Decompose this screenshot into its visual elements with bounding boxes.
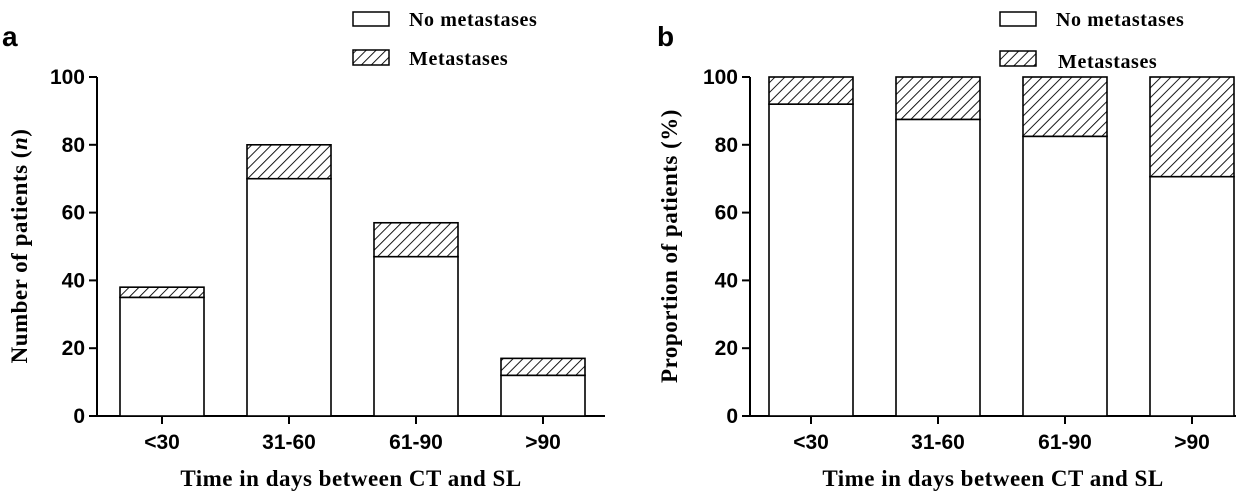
panel-a-bar-31-60-no-metastases [246, 177, 332, 417]
panel-b-bar-31-60-metastases [895, 76, 981, 121]
panel-a-y-tick-label-100: 100 [50, 66, 85, 89]
panel-a-bar-61-90-no-metastases [373, 255, 459, 417]
panel-b-x-tick-label-31-60: 31-60 [911, 431, 965, 454]
panel-a-x-ticks: <30 31-60 61-90 >90 [144, 416, 561, 454]
panel-a-y-tick-label-0: 0 [73, 405, 85, 428]
panel-b-bars [768, 76, 1235, 417]
panel-a-x-axis-title: Time in days between CT and SL [180, 466, 521, 491]
panel-a-legend-swatch-no-metastases [352, 11, 390, 27]
panel-a-y-axis-title: Number of patients (n) [7, 129, 32, 364]
panel-b-bar-lt30-no-metastases [768, 103, 854, 417]
panel-b-y-tick-label-60: 60 [715, 202, 738, 225]
panel-b-bar-31-60-no-metastases [895, 118, 981, 417]
panel-b-x-ticks: <30 31-60 61-90 >90 [793, 416, 1210, 454]
panel-a-bar-gt90-metastases [500, 357, 586, 377]
panel-a-y-tick-label-80: 80 [62, 134, 85, 157]
panel-a-y-axis-title-var: n [7, 137, 32, 150]
panel-a-y-tick-label-20: 20 [62, 337, 85, 360]
panel-a-legend: No metastases Metastases [352, 9, 537, 70]
panel-a-x-tick-label-61-90: 61-90 [389, 431, 443, 454]
chart-panel-b: b No metastases Metastases 020406080100 … [657, 9, 1236, 491]
panel-b-y-ticks: 0 20 40 60 80 100 [703, 66, 750, 428]
panel-a-bars [119, 144, 586, 417]
panel-a-legend-label-no-metastases: No metastases [409, 9, 537, 31]
panel-b-x-tick-label-lt30: <30 [793, 431, 829, 454]
panel-b-y-tick-label-0: 0 [726, 405, 738, 428]
panel-a-y-axis-title-prefix: Number of patients ( [7, 150, 32, 363]
panel-b-y-tick-label-80: 80 [715, 134, 738, 157]
panel-b-x-tick-label-gt90: >90 [1174, 431, 1210, 454]
panel-a-y-ticks: 0 20 40 60 80 100 [50, 66, 97, 428]
panel-b-legend-label-metastases: Metastases [1058, 51, 1157, 73]
panel-b-x-axis-title: Time in days between CT and SL [822, 466, 1163, 491]
panel-a-bar-lt30-metastases [119, 286, 205, 299]
panel-a-x-tick-label-gt90: >90 [525, 431, 561, 454]
panel-a-x-tick-label-lt30: <30 [144, 431, 180, 454]
panel-b-y-tick-label-20: 20 [715, 337, 738, 360]
panel-b-legend-label-no-metastases: No metastases [1056, 9, 1184, 31]
panel-a-legend-label-metastases: Metastases [409, 48, 508, 70]
panel-b-y-tick-label-100: 100 [703, 66, 738, 89]
panel-b-x-tick-label-61-90: 61-90 [1038, 431, 1092, 454]
panel-b-y-axis-title-prefix: Proportion of patients (%) [657, 109, 682, 383]
panel-b-bar-61-90-metastases [1022, 76, 1108, 138]
panel-a-bar-lt30-no-metastases [119, 296, 205, 417]
panel-a-bar-61-90-metastases [373, 221, 459, 258]
panel-b-legend-swatch-metastases [999, 50, 1037, 67]
panel-a-y-tick-label-60: 60 [62, 202, 85, 225]
panel-b-bar-gt90-metastases [1149, 76, 1235, 178]
panel-b-bar-lt30-metastases [768, 76, 854, 105]
panel-a-legend-swatch-metastases [352, 49, 390, 66]
panel-a-y-tick-label-40: 40 [62, 269, 85, 292]
panel-b-letter: b [657, 21, 674, 52]
panel-b-legend: No metastases Metastases [999, 9, 1184, 73]
panel-a-bar-gt90-no-metastases [500, 374, 586, 417]
panel-b-y-axis-title: Proportion of patients (%) [657, 109, 682, 383]
panel-b-y-tick-label-40: 40 [715, 269, 738, 292]
panel-b-bar-61-90-no-metastases [1022, 135, 1108, 417]
panel-b-bar-gt90-no-metastases [1149, 175, 1235, 417]
panel-a-bar-31-60-metastases [246, 144, 332, 180]
panel-a-x-tick-label-31-60: 31-60 [262, 431, 316, 454]
chart-panel-a: a No metastases Metastases 020406080100 … [2, 9, 605, 491]
panel-a-y-axis-title-suffix: ) [7, 129, 32, 137]
panel-a-letter: a [2, 21, 18, 52]
panel-b-legend-swatch-no-metastases [999, 11, 1037, 27]
